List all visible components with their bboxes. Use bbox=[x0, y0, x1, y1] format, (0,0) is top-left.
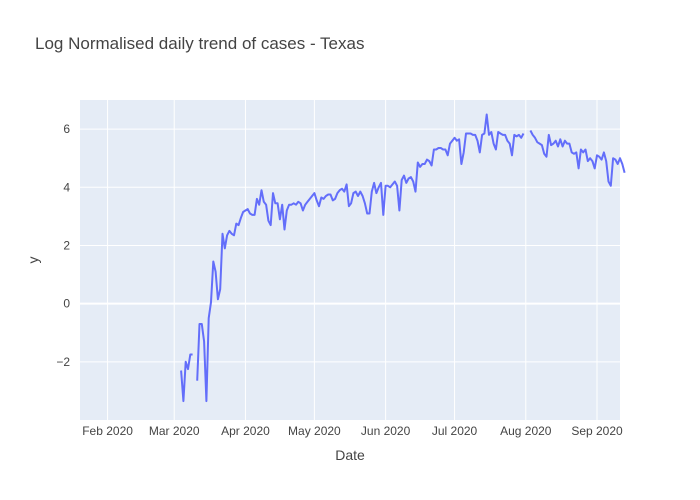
y-tick-label: 2 bbox=[63, 238, 70, 252]
y-tick-label: 6 bbox=[63, 122, 70, 136]
series-line-segment bbox=[196, 113, 525, 403]
x-gridlines bbox=[107, 100, 598, 420]
chart-title: Log Normalised daily trend of cases - Te… bbox=[35, 34, 365, 53]
x-tick-labels: Feb 2020 Mar 2020 Apr 2020 May 2020 Jun 2020… bbox=[82, 424, 623, 438]
series-line-segment bbox=[180, 353, 193, 403]
x-tick-label: May 2020 bbox=[288, 424, 341, 438]
y-tick-label: 4 bbox=[63, 180, 70, 194]
plot-background bbox=[80, 100, 620, 420]
x-tick-label: Jun 2020 bbox=[361, 424, 411, 438]
series-line-segment bbox=[529, 130, 626, 187]
x-tick-label: Sep 2020 bbox=[571, 424, 623, 438]
y-tick-label: 0 bbox=[63, 297, 70, 311]
y-tick-labels: −2 0 2 4 6 bbox=[56, 122, 70, 369]
x-tick-label: Mar 2020 bbox=[149, 424, 200, 438]
x-axis-label: Date bbox=[335, 447, 365, 463]
x-tick-label: Jul 2020 bbox=[432, 424, 478, 438]
x-tick-label: Apr 2020 bbox=[221, 424, 270, 438]
y-axis-label: y bbox=[25, 257, 41, 264]
y-tick-label: −2 bbox=[56, 355, 70, 369]
x-tick-label: Aug 2020 bbox=[500, 424, 552, 438]
y-gridlines bbox=[80, 128, 620, 363]
series-layer bbox=[180, 113, 626, 403]
x-tick-label: Feb 2020 bbox=[82, 424, 133, 438]
